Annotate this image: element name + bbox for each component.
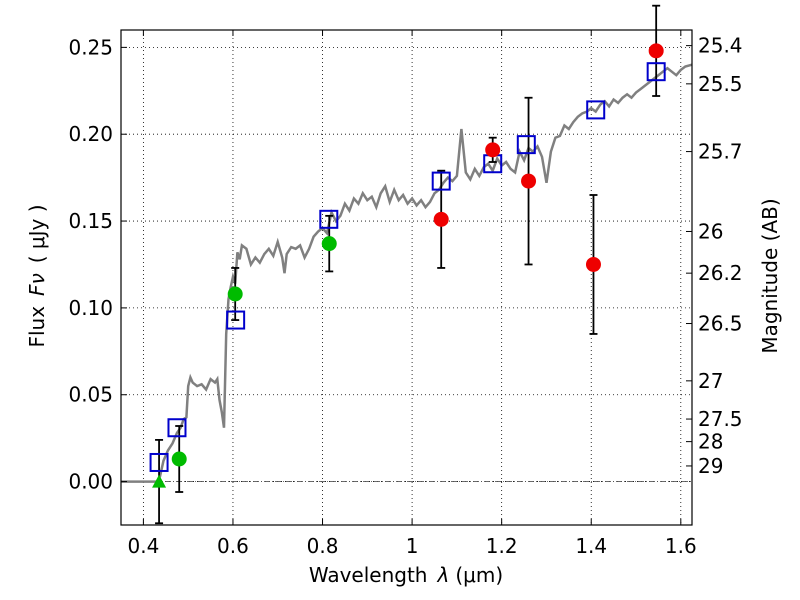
model-photometry-square bbox=[646, 62, 666, 82]
model-photometry-square bbox=[149, 452, 169, 472]
x-axis-title-prefix: Wavelength bbox=[309, 563, 428, 587]
y-axis-title-prefix: Flux bbox=[25, 306, 49, 348]
axis-ticks bbox=[121, 30, 692, 525]
red-data-point bbox=[521, 173, 537, 189]
x-axis-title: Wavelength λ (μm) bbox=[309, 563, 503, 587]
model-photometry-square bbox=[167, 418, 187, 438]
red-data-point bbox=[648, 43, 664, 59]
x-axis-title-unit: (μm) bbox=[455, 563, 503, 587]
mag-tick-label: 26.2 bbox=[698, 261, 743, 285]
model-photometry-square bbox=[516, 135, 536, 155]
model-photometry-square bbox=[226, 310, 246, 330]
x-tick-label: 1.6 bbox=[665, 534, 697, 558]
red-data-point bbox=[485, 142, 501, 158]
sed-model-line bbox=[121, 63, 693, 483]
green-upper-limit-triangle bbox=[152, 474, 167, 488]
mag-tick-label: 28 bbox=[698, 430, 723, 454]
x-axis-title-symbol: λ bbox=[437, 563, 450, 587]
mag-tick-label: 25.4 bbox=[698, 34, 743, 58]
red-data-point bbox=[585, 256, 601, 272]
green-data-point bbox=[227, 286, 243, 302]
model-photometry-square bbox=[586, 100, 606, 120]
model-photometry-square bbox=[431, 171, 451, 191]
x-tick-label: 1.4 bbox=[575, 534, 607, 558]
mag-tick-label: 29 bbox=[698, 454, 723, 478]
y-tick-label: 0.05 bbox=[68, 383, 113, 407]
mag-tick-label: 27.5 bbox=[698, 407, 743, 431]
x-tick-label: 0.6 bbox=[217, 534, 249, 558]
mag-tick-label: 26.5 bbox=[698, 312, 743, 336]
y-tick-label: 0.00 bbox=[68, 470, 113, 494]
y-tick-label: 0.20 bbox=[68, 122, 113, 146]
grid-lines bbox=[121, 30, 692, 525]
green-data-point bbox=[321, 236, 337, 252]
errorbar-group bbox=[155, 4, 661, 525]
x-tick-label: 1.2 bbox=[486, 534, 518, 558]
mag-tick-label: 25.5 bbox=[698, 72, 743, 96]
y-tick-labels: 0.00 0.05 0.10 0.15 0.20 0.25 bbox=[68, 35, 113, 493]
model-photometry-square bbox=[319, 209, 339, 229]
mag-tick-label: 27 bbox=[698, 369, 723, 393]
x-tick-labels: 0.4 0.6 0.8 1 1.2 1.4 1.6 bbox=[127, 534, 696, 558]
red-data-point bbox=[433, 211, 449, 227]
y-tick-label: 0.10 bbox=[68, 296, 113, 320]
model-photometry-group bbox=[149, 62, 666, 472]
y-tick-label: 0.15 bbox=[68, 209, 113, 233]
y-axis-title-symbol: Fν bbox=[25, 273, 49, 296]
plot-frame bbox=[120, 29, 693, 526]
y-tick-label: 0.25 bbox=[68, 35, 113, 59]
y-axis-title: Flux Fν ( μJy ) bbox=[25, 204, 49, 347]
x-tick-label: 0.8 bbox=[307, 534, 339, 558]
x-tick-label: 1 bbox=[406, 534, 419, 558]
green-data-point bbox=[171, 451, 187, 467]
mag-tick-label: 26 bbox=[698, 219, 723, 243]
y2-axis-title: Magnitude (AB) bbox=[758, 198, 782, 353]
x-tick-label: 0.4 bbox=[127, 534, 159, 558]
observed-points-group bbox=[152, 43, 664, 488]
mag-tick-label: 25.7 bbox=[698, 140, 743, 164]
y-axis-title-unit: ( μJy ) bbox=[25, 204, 49, 263]
